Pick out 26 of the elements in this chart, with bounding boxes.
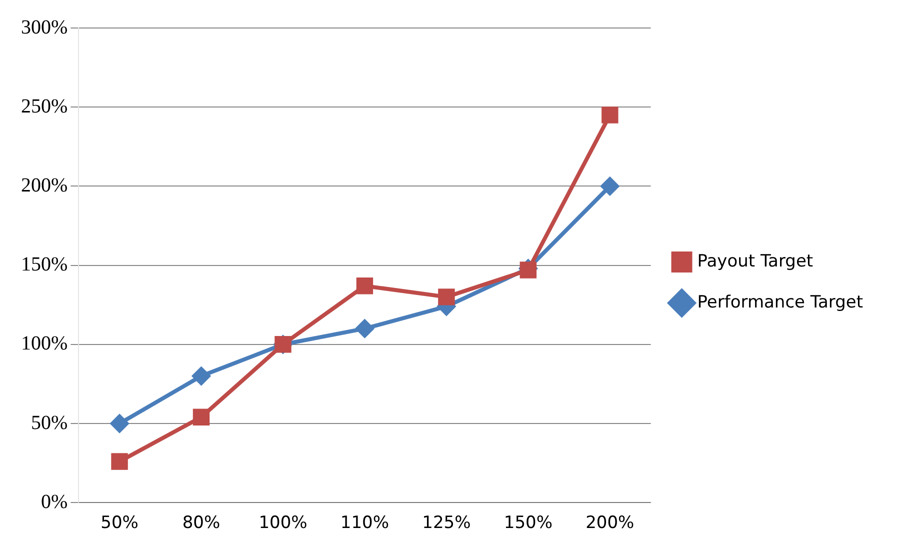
y-tick-label: 100% — [20, 332, 68, 355]
point — [602, 106, 618, 124]
point — [110, 414, 129, 432]
x-tick-label: 125% — [422, 513, 471, 534]
point — [192, 408, 210, 426]
y-tick-label: 250% — [20, 95, 68, 118]
y-tick-label: 200% — [20, 174, 68, 196]
point — [111, 453, 128, 470]
x-tick-label: 150% — [504, 513, 552, 534]
x-tick-label: 100% — [258, 513, 308, 534]
y-tick-label: 0% — [40, 490, 68, 513]
point — [438, 288, 455, 306]
x-tick-label: 80% — [182, 513, 220, 534]
y-tick-label: 50% — [30, 412, 68, 434]
point — [356, 320, 374, 338]
x-tick-label: 110% — [340, 513, 390, 534]
y-tick-label: 300% — [20, 16, 68, 38]
x-tick-label: 50% — [100, 513, 138, 534]
x-tick-label: 200% — [586, 513, 634, 534]
y-tick-label: 150% — [20, 254, 68, 276]
point — [520, 262, 537, 278]
legend-label: Payout Target — [697, 251, 814, 272]
point — [356, 278, 374, 294]
legend-label: Performance Target — [697, 292, 864, 312]
point — [192, 367, 210, 386]
point — [600, 177, 619, 196]
